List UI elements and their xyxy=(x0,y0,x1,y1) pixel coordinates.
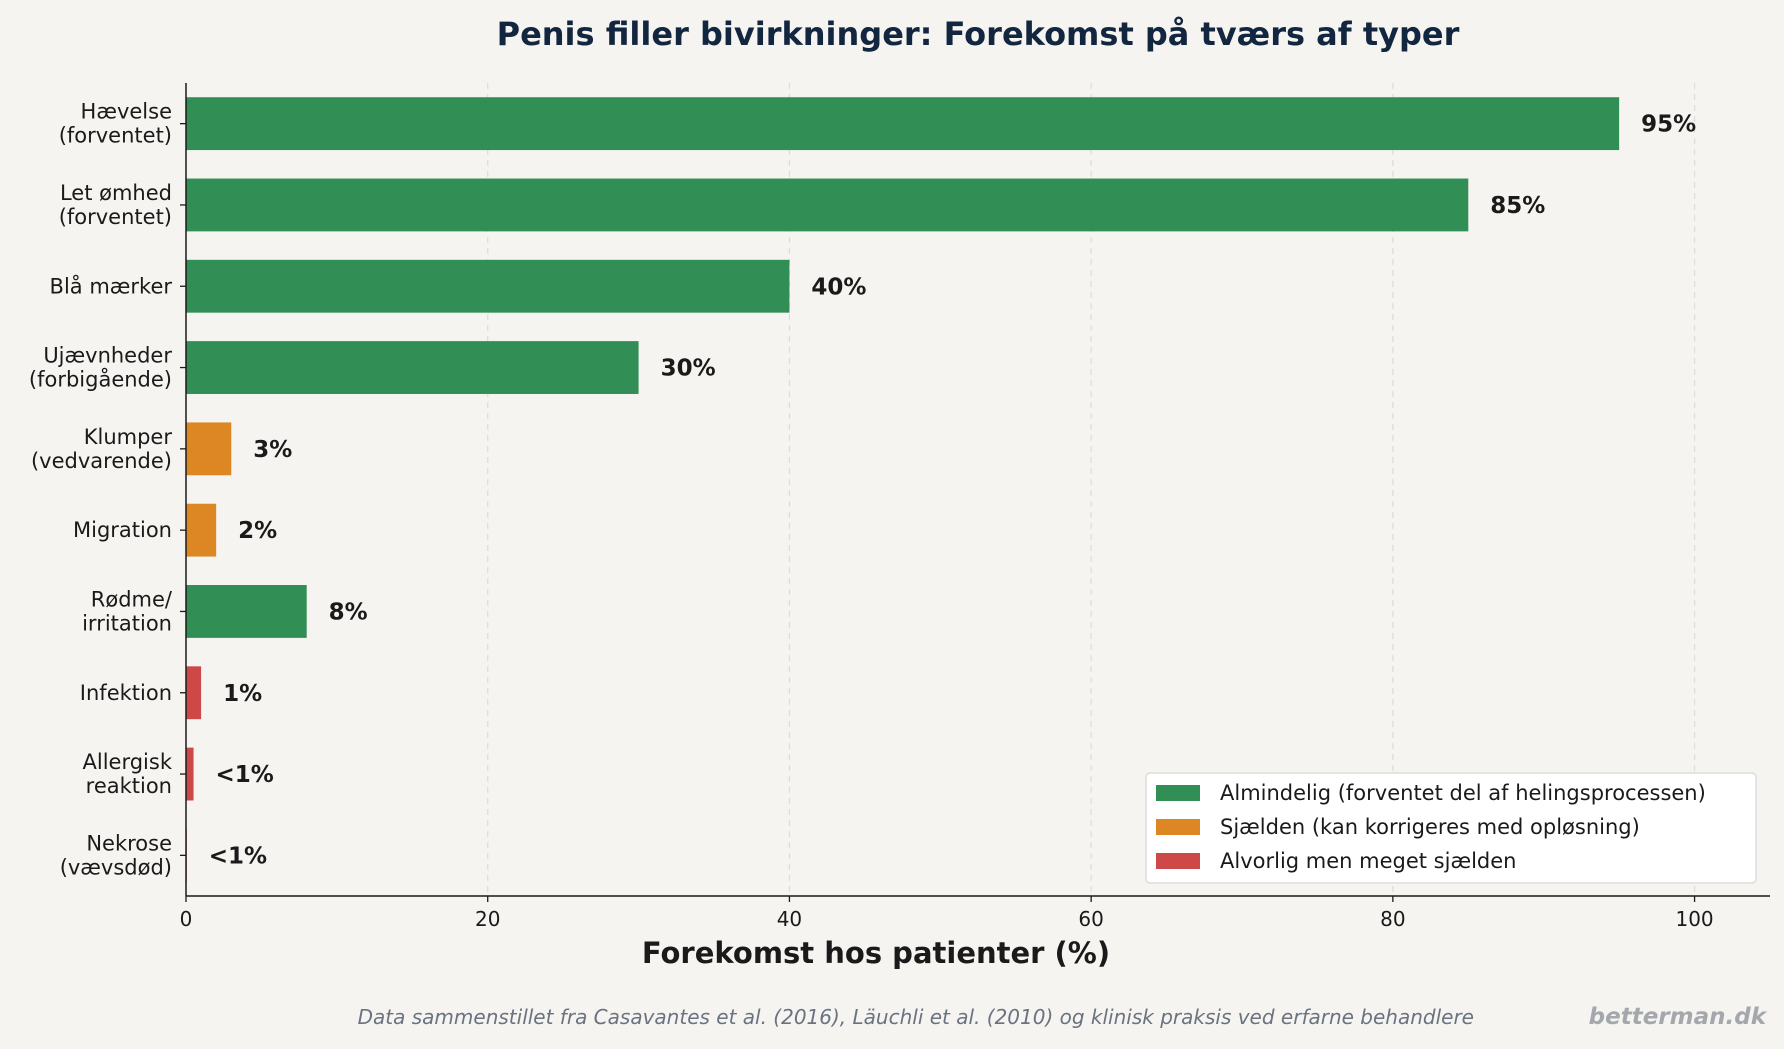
category-label: (forventet) xyxy=(59,124,172,148)
x-tick-label: 40 xyxy=(777,907,802,931)
x-tick-label: 20 xyxy=(475,907,500,931)
category-label: (vedvarende) xyxy=(31,449,172,473)
category-label: Let ømhed xyxy=(60,181,172,205)
category-label: Rødme/ xyxy=(91,587,173,611)
bar xyxy=(186,97,1620,151)
data-label: 95% xyxy=(1641,112,1696,138)
data-label: <1% xyxy=(209,843,267,869)
category-label: irritation xyxy=(82,611,172,635)
category-label: Klumper xyxy=(84,425,173,449)
data-label: 1% xyxy=(223,681,262,707)
data-label: 40% xyxy=(811,274,866,300)
legend-label: Sjælden (kan korrigeres med opløsning) xyxy=(1220,815,1640,839)
category-label: (vævsdød) xyxy=(60,855,172,879)
category-label: Nekrose xyxy=(86,831,172,855)
legend-box xyxy=(1145,772,1757,884)
legend: Almindelig (forventet del af helingsproc… xyxy=(1145,772,1757,884)
data-label: 30% xyxy=(661,356,716,382)
legend-swatch xyxy=(1156,853,1200,869)
data-label: 8% xyxy=(329,599,368,625)
x-ticks: 0 20 40 60 80 100 xyxy=(180,896,1714,931)
bar xyxy=(186,747,194,801)
data-labels: 95% 85% 40% 30% 3% 2% 8% 1% <1% <1% xyxy=(209,112,1696,870)
bar xyxy=(186,666,202,720)
category-label: reaktion xyxy=(86,774,172,798)
category-labels: Hævelse(forventet)Let ømhed(forventet)Bl… xyxy=(29,100,173,880)
category-label: (forventet) xyxy=(59,205,172,229)
bar xyxy=(186,341,639,394)
x-axis-label: Forekomst hos patienter (%) xyxy=(642,936,1110,970)
category-label: Allergisk xyxy=(83,750,173,774)
bar xyxy=(186,422,232,476)
x-tick-label: 100 xyxy=(1675,907,1713,931)
x-tick-label: 0 xyxy=(180,907,193,931)
axes xyxy=(180,83,1770,897)
legend-label: Almindelig (forventet del af helingsproc… xyxy=(1220,781,1706,805)
x-tick-label: 80 xyxy=(1380,907,1405,931)
data-label: 2% xyxy=(238,518,277,544)
category-label: (forbigående) xyxy=(29,367,172,392)
bar xyxy=(186,503,217,557)
bar xyxy=(186,585,307,638)
source-note: Data sammenstillet fra Casavantes et al.… xyxy=(358,1005,1474,1029)
brand-watermark: betterman.dk xyxy=(1589,1004,1768,1030)
x-tick-label: 60 xyxy=(1078,907,1103,931)
data-label: 3% xyxy=(253,437,292,463)
legend-label: Alvorlig men meget sjælden xyxy=(1220,849,1516,873)
bar xyxy=(186,178,1469,232)
legend-swatch xyxy=(1156,819,1200,835)
legend-swatch xyxy=(1156,785,1200,801)
bar xyxy=(186,259,790,313)
category-label: Ujævnheder xyxy=(43,344,172,368)
data-label: 85% xyxy=(1490,193,1545,219)
bars xyxy=(186,97,1620,882)
category-label: Blå mærker xyxy=(50,273,173,298)
category-label: Hævelse xyxy=(81,100,172,124)
chart-title: Penis filler bivirkninger: Forekomst på … xyxy=(497,15,1460,53)
category-label: Infektion xyxy=(80,681,172,705)
category-label: Migration xyxy=(73,518,172,542)
data-label: <1% xyxy=(216,762,274,788)
